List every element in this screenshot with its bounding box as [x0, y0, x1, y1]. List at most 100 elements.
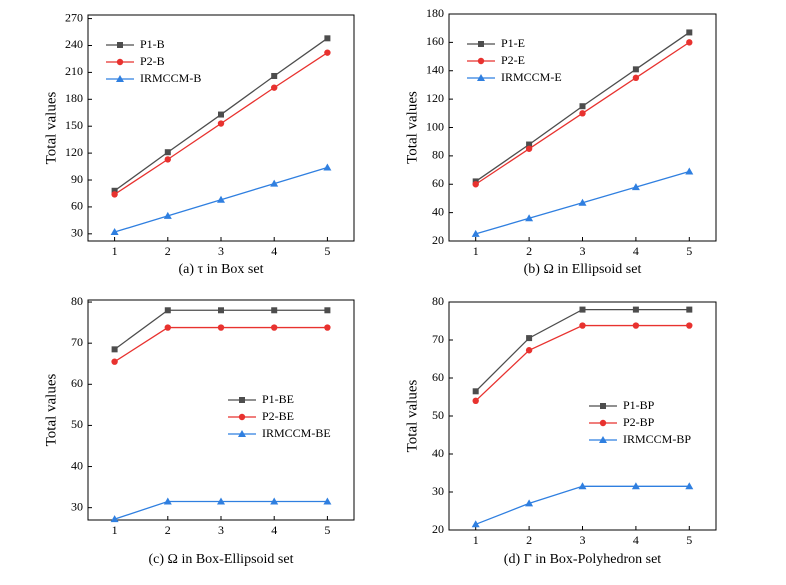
y-tick-label: 80 — [432, 148, 444, 162]
marker — [686, 322, 693, 329]
marker — [578, 198, 587, 206]
y-tick-label: 60 — [71, 376, 83, 390]
legend-marker — [599, 436, 607, 443]
legend-marker — [116, 75, 124, 82]
marker — [217, 497, 225, 505]
marker — [579, 110, 586, 117]
marker — [110, 228, 119, 236]
y-tick-label: 70 — [71, 335, 83, 349]
marker — [472, 388, 479, 395]
marker — [111, 191, 118, 198]
marker — [632, 322, 640, 329]
legend-label: P1-E — [501, 36, 525, 50]
marker — [631, 482, 640, 490]
legend-label: P2-E — [501, 53, 525, 67]
y-tick-label: 240 — [65, 37, 83, 51]
marker — [111, 187, 118, 194]
marker — [579, 103, 586, 110]
marker — [632, 66, 639, 73]
legend-marker — [239, 397, 245, 403]
marker — [218, 307, 224, 314]
x-tick-label: 4 — [633, 533, 639, 547]
legend-marker — [238, 430, 246, 437]
marker — [270, 179, 279, 187]
marker — [164, 307, 171, 314]
y-tick-label: 40 — [432, 446, 444, 460]
marker — [526, 335, 533, 342]
legend-marker — [116, 58, 124, 66]
marker — [579, 322, 586, 329]
y-axis-label: Total values — [404, 91, 420, 164]
x-tick-label: 3 — [580, 533, 586, 547]
marker — [525, 499, 534, 507]
marker — [686, 29, 693, 36]
x-tick-label: 5 — [324, 523, 330, 537]
x-tick-label: 1 — [473, 244, 479, 258]
marker — [471, 520, 480, 528]
x-tick-label: 3 — [218, 244, 224, 258]
marker — [271, 324, 278, 331]
y-tick-label: 40 — [432, 204, 444, 218]
series-line — [475, 308, 690, 392]
marker — [686, 39, 693, 46]
marker — [324, 49, 331, 56]
marker — [218, 111, 224, 118]
marker — [323, 163, 332, 171]
y-tick-label: 30 — [71, 499, 83, 513]
marker — [525, 214, 534, 222]
legend-label: P2-BE — [262, 409, 294, 423]
y-tick-label: 120 — [426, 91, 444, 105]
x-tick-label: 5 — [686, 533, 692, 547]
caption: (a) τ in Box set — [179, 262, 264, 277]
x-tick-label: 4 — [271, 523, 277, 537]
marker — [324, 307, 331, 314]
marker — [631, 183, 640, 191]
marker — [163, 497, 172, 505]
y-tick-label: 60 — [71, 199, 83, 213]
marker — [632, 306, 639, 313]
plot-frame — [87, 299, 355, 521]
legend-label: IRMCCM-E — [501, 70, 562, 84]
caption: (c) Ω in Box-Ellipsoid set — [149, 552, 294, 567]
legend-label: P1-BE — [262, 392, 294, 406]
y-tick-label: 30 — [432, 484, 444, 498]
y-tick-label: 80 — [432, 294, 444, 308]
x-tick-label: 3 — [580, 244, 586, 258]
y-axis-label: Total values — [43, 92, 59, 165]
legend-label: P1-B — [140, 37, 165, 51]
x-tick-label: 1 — [112, 244, 118, 258]
caption: (d) Γ in Box-Polyhedron set — [504, 552, 662, 567]
y-tick-label: 160 — [426, 34, 444, 48]
legend-marker — [117, 42, 123, 48]
legend-label: IRMCCM-B — [140, 71, 201, 85]
legend-marker — [478, 41, 484, 47]
legend-label: IRMCCM-BE — [262, 426, 331, 440]
marker — [472, 397, 479, 404]
legend-marker — [599, 419, 607, 427]
legend-label: P1-BP — [623, 398, 655, 412]
legend-label: IRMCCM-BP — [623, 432, 691, 446]
y-tick-label: 60 — [432, 176, 444, 190]
marker — [324, 324, 331, 331]
y-tick-label: 210 — [65, 64, 83, 78]
legend-marker — [477, 74, 485, 81]
marker — [111, 346, 118, 353]
y-tick-label: 70 — [432, 332, 444, 346]
x-tick-label: 1 — [473, 533, 479, 547]
marker — [164, 156, 171, 163]
panel: 30 60 90 120 150 180 210 240 270 1 2 3 4 5 Total value… — [43, 10, 355, 277]
x-tick-label: 5 — [324, 244, 330, 258]
y-tick-label: 60 — [432, 370, 444, 384]
y-tick-label: 270 — [65, 10, 83, 24]
panel: 30 40 50 60 70 80 1 2 3 4 5 Total values (c) Ω in Bo… — [43, 294, 355, 567]
y-tick-label: 20 — [432, 522, 444, 536]
series-line — [114, 326, 328, 363]
y-tick-label: 40 — [71, 458, 83, 472]
y-tick-label: 120 — [65, 145, 83, 159]
legend-label: P2-BP — [623, 415, 655, 429]
x-tick-label: 4 — [271, 244, 277, 258]
x-tick-label: 2 — [165, 523, 171, 537]
series-line — [475, 324, 690, 402]
marker — [110, 515, 119, 523]
